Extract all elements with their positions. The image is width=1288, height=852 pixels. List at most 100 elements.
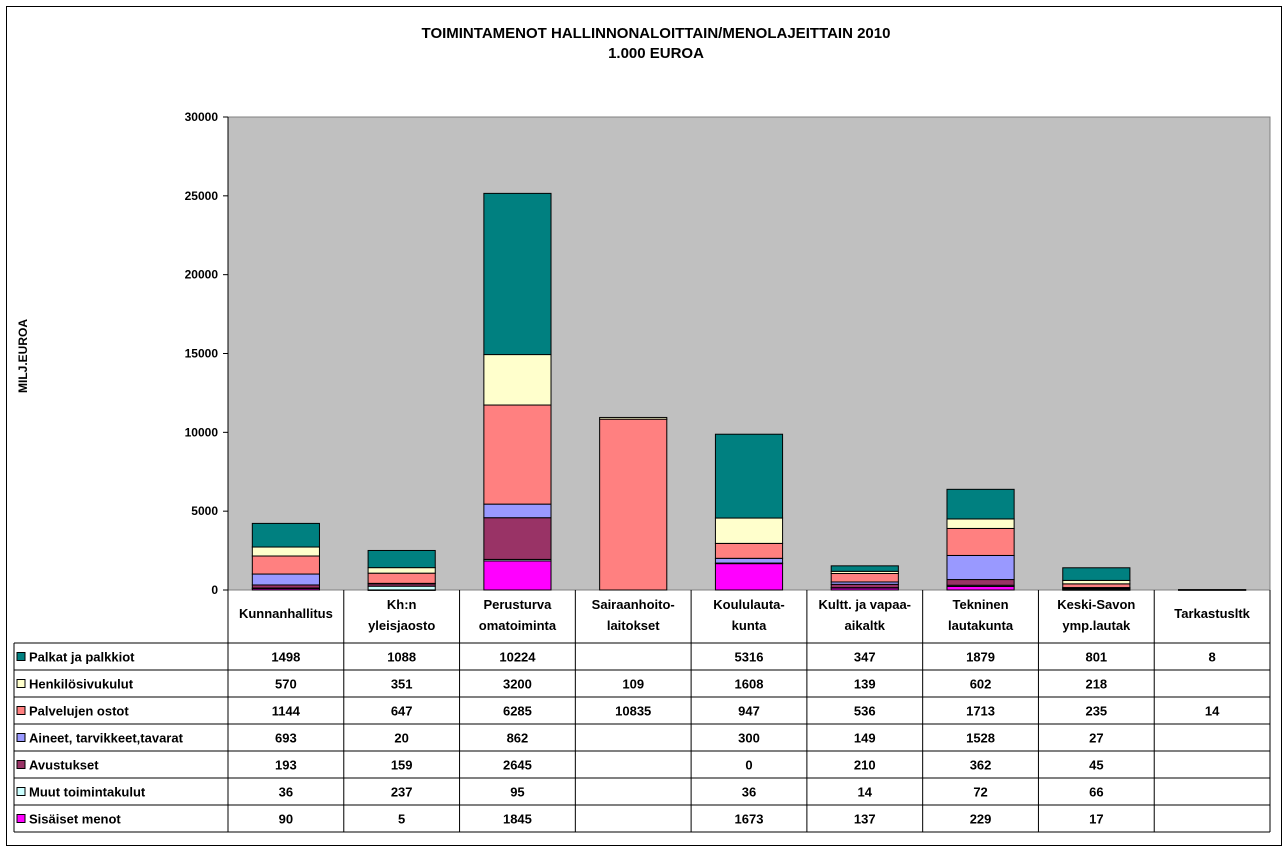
data-value: 149 (854, 731, 876, 746)
data-value: 159 (391, 758, 413, 773)
data-value: 10835 (615, 704, 651, 719)
category-label: Sairaanhoito- (592, 597, 675, 612)
category-label: Tekninen (953, 597, 1009, 612)
bar-segment-8-3 (1062, 583, 1131, 589)
bar-segment-2-2 (367, 567, 436, 574)
bar-segment-1-4 (251, 573, 320, 586)
data-value: 862 (507, 731, 529, 746)
bar-segment-9-1 (1178, 589, 1247, 591)
bar-segment-1-3 (251, 555, 320, 575)
category-label: Kunnanhallitus (239, 606, 333, 621)
category-label: Kultt. ja vapaa- (819, 597, 911, 612)
data-value: 801 (1085, 650, 1107, 665)
legend-key-4 (16, 733, 26, 742)
data-value: 90 (279, 812, 293, 827)
bar-segment-1-1 (251, 522, 320, 548)
data-value: 66 (1089, 785, 1103, 800)
bar-segment-3-3 (483, 404, 552, 505)
data-value: 235 (1085, 704, 1107, 719)
y-tick-label: 20000 (185, 268, 219, 282)
data-value: 36 (279, 785, 293, 800)
data-value: 947 (738, 704, 760, 719)
data-value: 237 (391, 785, 413, 800)
chart-subtitle: 1.000 EUROA (608, 45, 704, 62)
y-tick-label: 10000 (185, 425, 219, 439)
bar-segment-7-4 (946, 554, 1015, 581)
category-label: Perusturva (483, 597, 552, 612)
bar-segment-8-2 (1062, 579, 1131, 585)
data-value: 1845 (503, 812, 532, 827)
data-value: 1498 (271, 650, 300, 665)
data-value: 693 (275, 731, 297, 746)
data-value: 6285 (503, 704, 532, 719)
data-value: 1088 (387, 650, 416, 665)
data-value: 0 (745, 758, 752, 773)
bar-segment-3-1 (483, 192, 552, 356)
category-label: yleisjaosto (368, 618, 435, 633)
category-label: kunta (732, 618, 767, 633)
data-value: 137 (854, 812, 876, 827)
data-value: 8 (1208, 650, 1215, 665)
bar-segment-3-2 (483, 354, 552, 406)
bar-segment-3-7 (483, 560, 552, 591)
bar-segment-1-2 (251, 546, 320, 557)
bar-segment-5-2 (714, 517, 784, 544)
bar-segment-2-6 (367, 585, 436, 591)
bar-segment-7-1 (946, 488, 1015, 520)
series-name: Aineet, tarvikkeet,tavarat (29, 731, 184, 746)
data-value: 2645 (503, 758, 532, 773)
data-value: 36 (742, 785, 756, 800)
data-value: 95 (510, 785, 524, 800)
data-value: 14 (858, 785, 873, 800)
bar-segment-5-7 (714, 563, 784, 591)
data-value: 536 (854, 704, 876, 719)
chart-title-block: TOIMINTAMENOT HALLINNONALOITTAIN/MENOLAJ… (0, 24, 1288, 64)
data-value: 5316 (735, 650, 764, 665)
data-value: 1713 (966, 704, 995, 719)
bar-segment-5-1 (714, 433, 784, 519)
legend-key-1 (16, 652, 26, 661)
data-value: 362 (970, 758, 992, 773)
category-label: ymp.lautak (1062, 618, 1131, 633)
y-tick-label: 25000 (185, 189, 219, 203)
data-value: 1144 (272, 704, 301, 719)
series-name: Muut toimintakulut (29, 785, 146, 800)
data-value: 17 (1089, 812, 1103, 827)
legend-key-2 (16, 679, 26, 688)
bar-segment-7-5 (946, 579, 1015, 586)
y-tick-label: 5000 (191, 504, 218, 518)
data-value: 45 (1089, 758, 1103, 773)
bar-segment-3-4 (483, 503, 552, 519)
data-value: 210 (854, 758, 876, 773)
data-value: 1879 (966, 650, 995, 665)
series-name: Sisäiset menot (29, 812, 121, 827)
legend-key-6 (16, 787, 26, 796)
bar-segment-8-1 (1062, 567, 1131, 581)
chart-frame (6, 6, 1282, 846)
data-value: 1608 (735, 677, 764, 692)
data-value: 229 (970, 812, 992, 827)
category-label: laitokset (607, 618, 660, 633)
data-value: 20 (394, 731, 408, 746)
category-label: Koululauta- (713, 597, 785, 612)
y-tick-label: 30000 (185, 110, 219, 124)
data-value: 300 (738, 731, 760, 746)
chart-title: TOIMINTAMENOT HALLINNONALOITTAIN/MENOLAJ… (421, 25, 891, 42)
data-value: 218 (1085, 677, 1107, 692)
data-value: 139 (854, 677, 876, 692)
category-label: lautakunta (948, 618, 1014, 633)
data-value: 347 (854, 650, 876, 665)
data-value: 1528 (966, 731, 995, 746)
bar-segment-3-5 (483, 517, 552, 560)
data-value: 1673 (735, 812, 764, 827)
data-value: 647 (391, 704, 413, 719)
series-name: Avustukset (29, 758, 99, 773)
category-label: Keski-Savon (1057, 597, 1135, 612)
y-tick-label: 15000 (185, 347, 219, 361)
bar-segment-2-1 (367, 549, 436, 569)
bar-segment-7-3 (946, 527, 1015, 556)
series-name: Palvelujen ostot (29, 704, 129, 719)
category-label: omatoiminta (479, 618, 557, 633)
data-value: 193 (275, 758, 297, 773)
data-value: 602 (970, 677, 992, 692)
